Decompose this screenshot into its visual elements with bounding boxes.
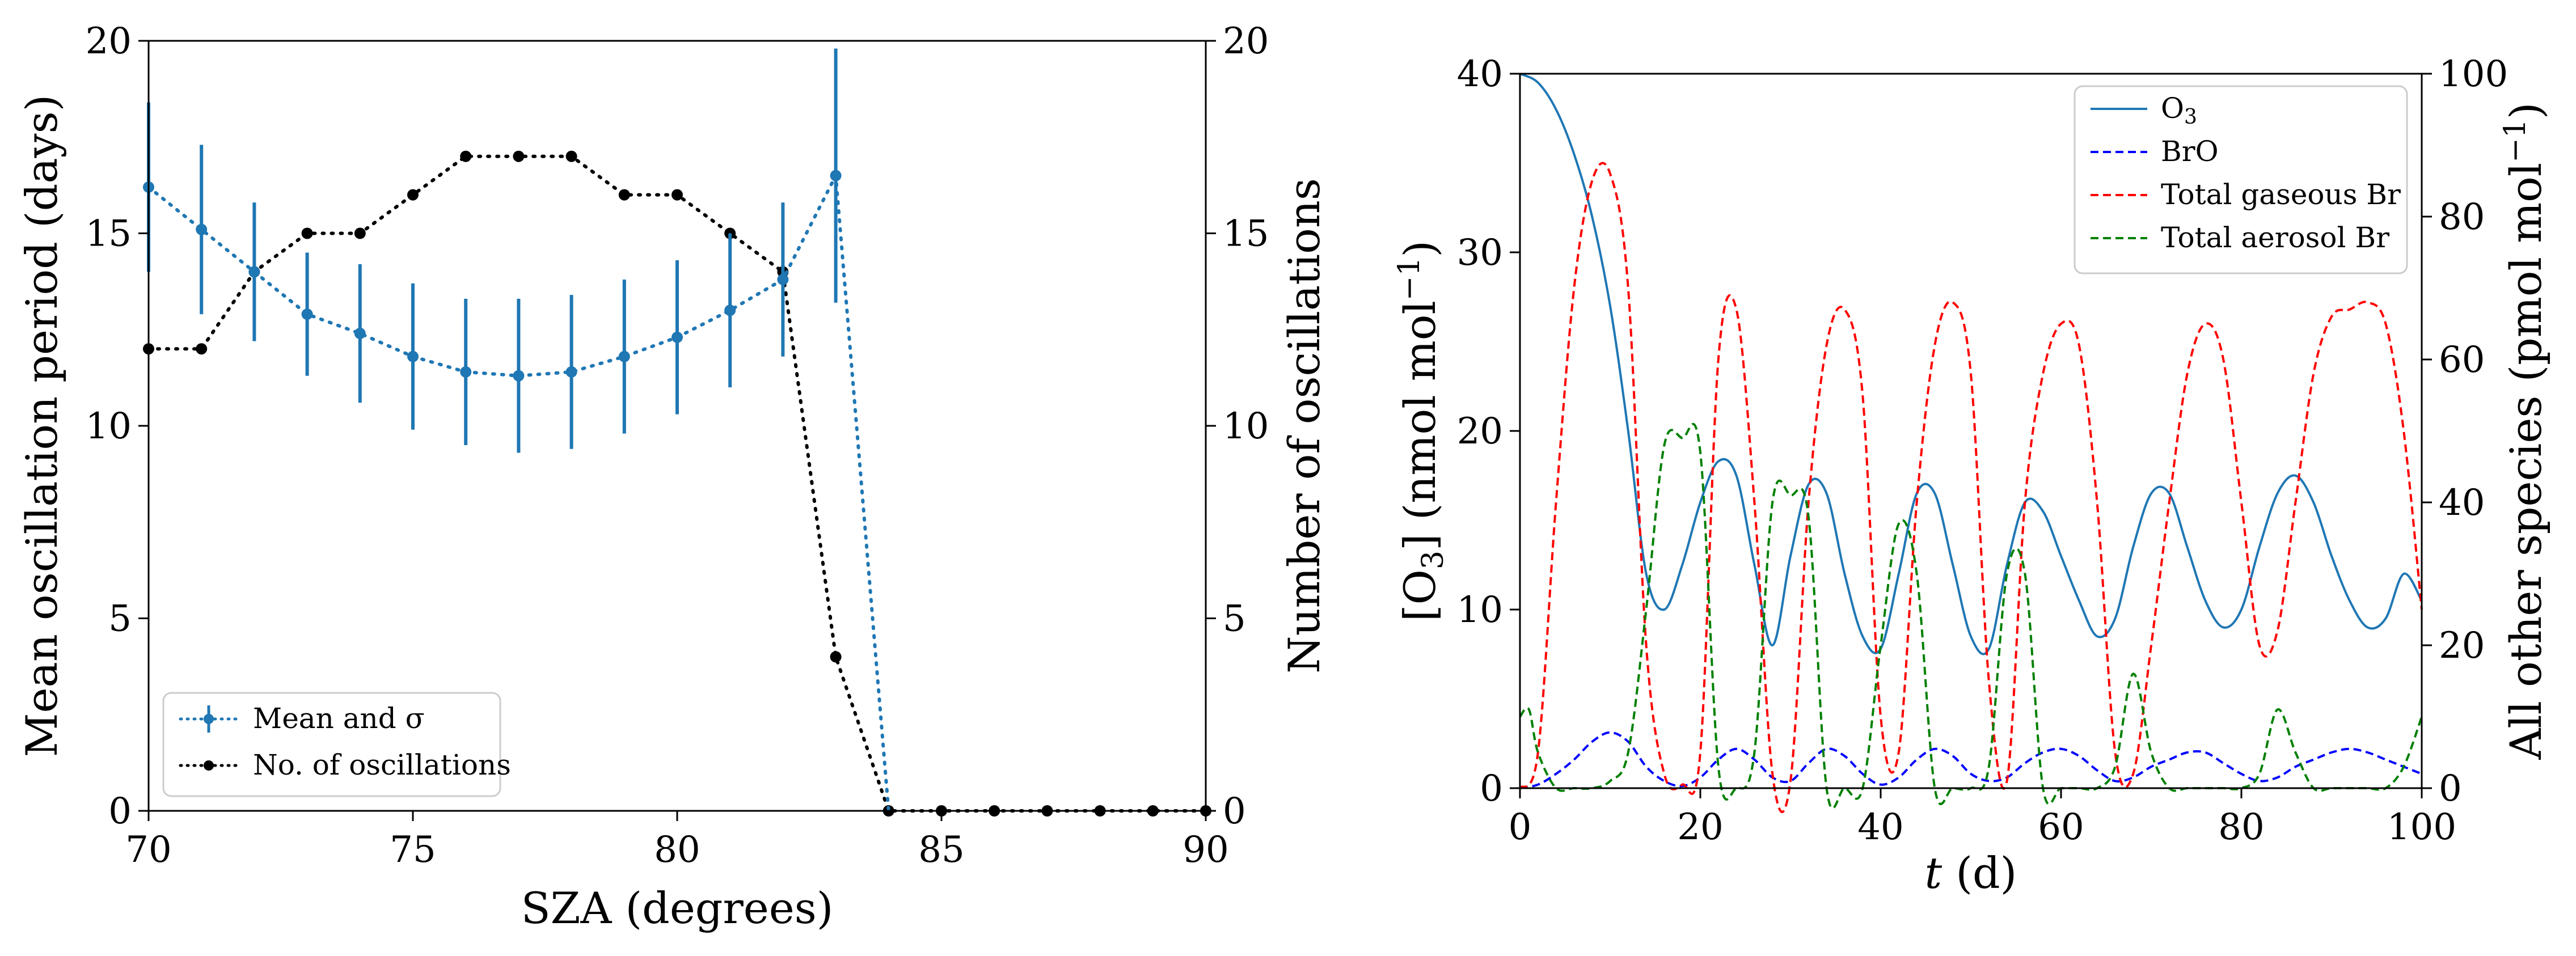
left-legend: Mean and σ No. of oscillations [162, 692, 511, 797]
left-y-axis-label: Mean oscillation period (days) [16, 95, 67, 758]
y-tick-label: 10 [1457, 589, 1503, 631]
mean-point [460, 366, 472, 378]
y-tick-label: 40 [1457, 53, 1503, 95]
gaseous-br-line [1519, 162, 2423, 813]
oscillations-point [196, 343, 208, 355]
y-tick-label: 0 [1480, 768, 1503, 810]
y2-tick-label: 40 [2439, 482, 2485, 524]
y2-tick-label: 0 [2439, 768, 2462, 810]
oscillations-point [830, 651, 842, 663]
y2-tick-label: 20 [1223, 20, 1269, 62]
legend-bro-label: BrO [2161, 135, 2219, 168]
x-tick-label: 80 [654, 829, 700, 871]
legend-mean-label: Mean and σ [253, 702, 425, 735]
mean-point [354, 328, 366, 340]
oscillations-point [407, 189, 419, 201]
x-tick-label: 90 [1183, 829, 1228, 871]
oscillations-point [672, 189, 683, 201]
legend-aerosol-br-label: Total aerosol Br [2161, 221, 2389, 254]
legend-oscillations-marker [204, 760, 214, 771]
oscillations-point [618, 189, 630, 201]
mean-point [830, 170, 842, 181]
y2-tick-label: 0 [1223, 790, 1246, 832]
left-legend-box [162, 692, 501, 797]
right-legend-box [2074, 85, 2408, 274]
y-tick-label: 10 [86, 405, 132, 447]
y-tick-label: 15 [86, 213, 132, 255]
mean-point [513, 370, 525, 382]
oscillations-point [460, 150, 472, 162]
x-tick-label: 70 [125, 829, 171, 871]
x-tick-label: 100 [2387, 806, 2456, 848]
left-y2-axis-label: Number of oscillations [1279, 178, 1329, 674]
x-tick-label: 20 [1677, 806, 1723, 848]
legend-mean-marker [204, 714, 214, 724]
mean-point [301, 308, 313, 320]
mean-point [672, 331, 683, 343]
y-tick-label: 20 [86, 20, 132, 62]
oscillations-point [565, 150, 577, 162]
y2-tick-label: 10 [1223, 405, 1269, 447]
mean-point [248, 266, 260, 278]
y2-tick-label: 100 [2439, 53, 2508, 95]
oscillations-point [354, 227, 366, 239]
mean-point [196, 223, 208, 235]
x-tick-label: 60 [2038, 806, 2084, 848]
y-tick-label: 5 [108, 598, 132, 640]
right-y-axis-label: [O3] (nmol mol−1) [1392, 240, 1450, 621]
left-x-axis-label: SZA (degrees) [521, 883, 834, 933]
mean-point [565, 366, 577, 378]
y2-tick-label: 20 [2439, 625, 2485, 667]
mean-point [777, 273, 789, 285]
y2-tick-label: 60 [2439, 339, 2485, 381]
oscillations-point [513, 150, 525, 162]
x-tick-label: 85 [918, 829, 964, 871]
x-tick-label: 0 [1509, 806, 1532, 848]
y2-tick-label: 15 [1223, 213, 1269, 255]
y2-tick-label: 80 [2439, 196, 2485, 238]
right-x-axis-label: t (d) [1925, 848, 2017, 898]
x-tick-label: 75 [390, 829, 436, 871]
y-tick-label: 0 [108, 790, 132, 832]
y-tick-label: 20 [1457, 411, 1503, 452]
legend-gaseous-br-label: Total gaseous Br [2161, 178, 2401, 211]
bro-line [1519, 731, 2422, 789]
x-tick-label: 80 [2218, 806, 2264, 848]
mean-point [724, 304, 736, 316]
y2-tick-label: 5 [1223, 598, 1246, 640]
oscillations-point [301, 227, 313, 239]
o3-line [1519, 73, 2423, 655]
y-tick-label: 30 [1457, 232, 1503, 274]
mean-point [407, 350, 419, 362]
right-y2-axis-label: All other species (pmol mol−1) [2498, 102, 2551, 760]
mean-point [618, 350, 630, 362]
legend-oscillations-label: No. of oscillations [253, 748, 511, 781]
legend-o3-label: O3 [2161, 92, 2197, 129]
x-tick-label: 40 [1857, 806, 1903, 848]
right-legend: O3 BrO Total gaseous Br Total aerosol Br [2074, 85, 2408, 274]
